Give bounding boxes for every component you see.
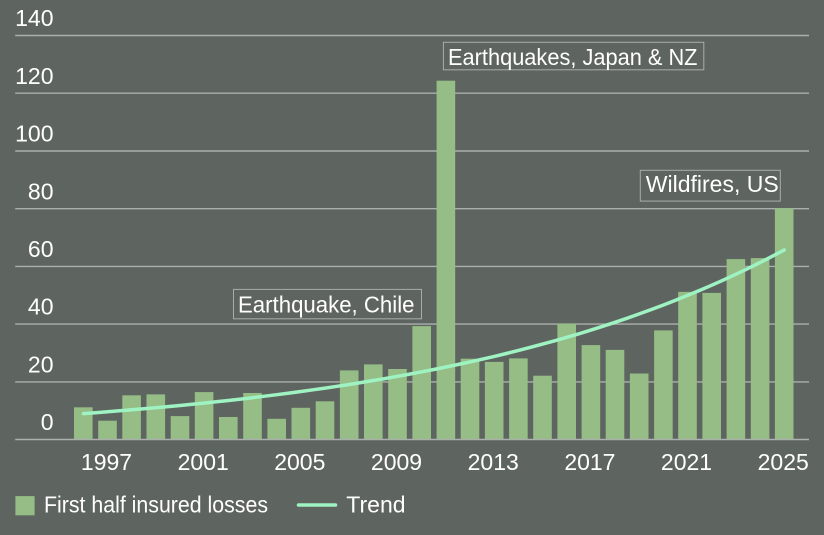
svg-text:100: 100	[15, 121, 53, 147]
svg-text:80: 80	[28, 178, 54, 204]
svg-text:0: 0	[41, 409, 54, 435]
svg-text:120: 120	[15, 63, 53, 89]
svg-text:Trend: Trend	[346, 491, 405, 517]
svg-text:2005: 2005	[274, 449, 325, 475]
svg-text:First half insured losses: First half insured losses	[44, 492, 268, 518]
svg-text:2009: 2009	[371, 449, 422, 475]
svg-text:60: 60	[28, 236, 54, 262]
svg-text:140: 140	[15, 5, 53, 31]
svg-text:2001: 2001	[178, 449, 229, 475]
svg-text:2017: 2017	[564, 449, 615, 475]
svg-text:2021: 2021	[661, 449, 712, 475]
svg-text:20: 20	[28, 352, 54, 378]
svg-text:Earthquake, Chile: Earthquake, Chile	[238, 292, 415, 318]
svg-text:2013: 2013	[468, 449, 519, 475]
svg-text:2025: 2025	[758, 449, 809, 475]
svg-text:40: 40	[28, 294, 54, 320]
svg-text:1997: 1997	[81, 449, 132, 475]
svg-text:Earthquakes, Japan & NZ: Earthquakes, Japan & NZ	[448, 44, 698, 70]
svg-text:Wildfires, US: Wildfires, US	[646, 171, 779, 197]
